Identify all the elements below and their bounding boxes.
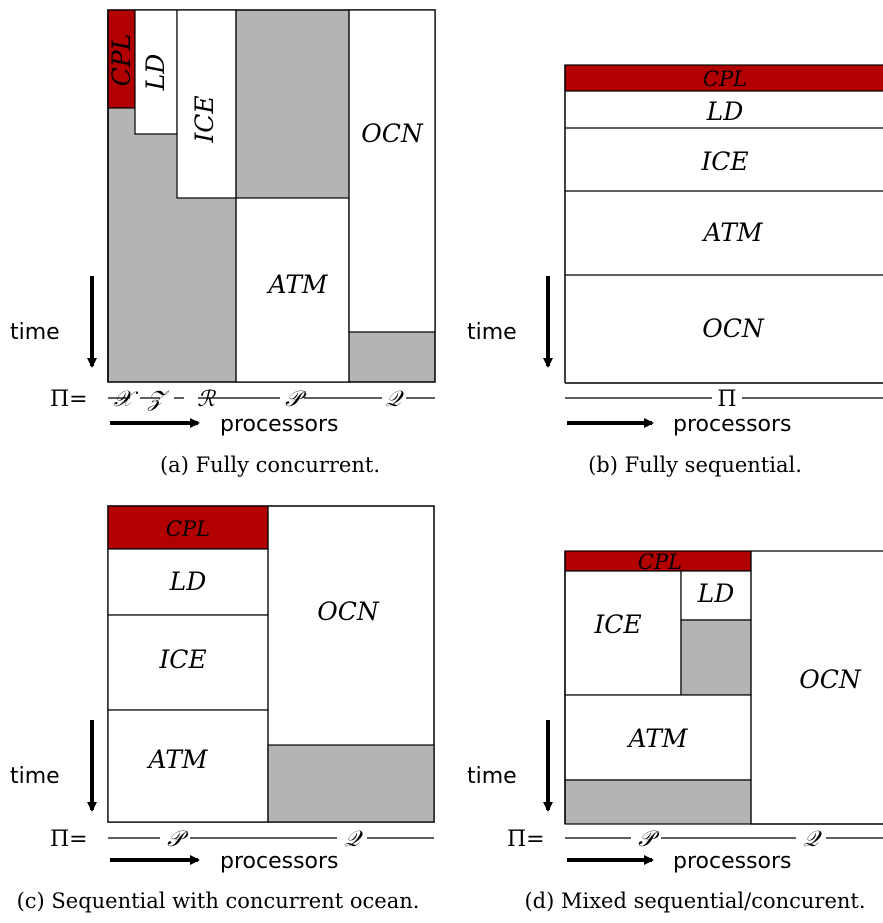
panel-d-caption: (d) Mixed sequential/concurent. — [524, 889, 865, 913]
panel-b-ld-label: LD — [706, 97, 744, 126]
panel-c-processors-label: processors — [220, 849, 339, 874]
panel-c-idle-block — [267, 744, 435, 823]
panel-c-atm-label: ATM — [147, 745, 209, 774]
panel-a: CPL LD ICE ATM OCN time Π= 𝒳 𝒵 ℛ 𝒫 𝒬 pro… — [10, 9, 436, 477]
panel-a-cpl-label: CPL — [107, 34, 136, 87]
panel-d-ocn-label: OCN — [799, 665, 862, 694]
panel-d-atm-label: ATM — [627, 724, 689, 753]
panel-b-processors-label: processors — [673, 412, 792, 437]
panel-a-ice-label: ICE — [190, 95, 219, 143]
panel-c-ocn-label: OCN — [317, 597, 380, 626]
panel-a-ocn-label: OCN — [361, 119, 424, 148]
panel-a-cpl-block — [107, 9, 136, 109]
panel-d-time-label: time — [467, 764, 517, 789]
panel-c-ice-label: ICE — [158, 645, 206, 674]
panel-c-atm-block — [107, 709, 269, 823]
panel-b: CPL LD ICE ATM OCN time Π processors (b)… — [467, 64, 883, 477]
panel-a-processors-label: processors — [220, 412, 339, 437]
panel-b-atm-label: ATM — [702, 218, 764, 247]
panel-c-set-q: 𝒬 — [344, 827, 363, 852]
panel-d-ld-label: LD — [697, 579, 735, 608]
panel-c-ld-block — [107, 548, 269, 616]
panel-d-ld-block — [680, 570, 752, 621]
panel-d-atm-block — [564, 694, 752, 781]
panel-a-time-label: time — [10, 320, 60, 345]
panel-a-set-r: ℛ — [197, 387, 216, 412]
panel-a-atm-label: ATM — [267, 270, 329, 299]
panel-a-ld-block — [134, 9, 178, 135]
panel-c-ice-block — [107, 614, 269, 711]
panel-c-caption: (c) Sequential with concurrent ocean. — [17, 889, 420, 913]
panel-b-time-label: time — [467, 320, 517, 345]
panel-d-pi-label: Π= — [507, 827, 545, 852]
panel-a-pi-label: Π= — [50, 387, 88, 412]
panel-c-time-label: time — [10, 764, 60, 789]
panel-a-ld-label: LD — [141, 54, 170, 92]
panel-b-cpl-label: CPL — [703, 67, 747, 91]
panel-a-set-z: 𝒵 — [147, 387, 170, 412]
panel-c-cpl-block — [107, 505, 269, 550]
panel-c-pi-label: Π= — [50, 827, 88, 852]
panel-c: CPL LD ICE ATM OCN time Π= 𝒫 𝒬 processor… — [10, 505, 435, 913]
panel-d-set-q: 𝒬 — [803, 827, 822, 852]
panel-d-cpl-label: CPL — [638, 550, 682, 574]
panel-c-cpl-label: CPL — [166, 517, 210, 541]
panel-d: CPL ICE LD ATM OCN time Π= 𝒫 𝒬 processor… — [467, 550, 883, 913]
panel-d-ice-block — [564, 570, 682, 696]
panel-a-caption: (a) Fully concurrent. — [160, 453, 380, 477]
panel-d-atm-idle — [564, 779, 752, 825]
panel-b-ocn-label: OCN — [702, 314, 765, 343]
panel-a-set-q: 𝒬 — [385, 387, 404, 412]
panel-b-cpl-block — [564, 64, 883, 92]
panel-a-ice-block — [176, 9, 237, 199]
panel-d-ld-idle — [680, 619, 752, 696]
panel-d-processors-label: processors — [673, 849, 792, 874]
panel-b-caption: (b) Fully sequential. — [588, 453, 802, 477]
panel-a-ocn-block — [348, 9, 436, 333]
panel-a-atm-block — [235, 197, 350, 383]
panel-c-ld-label: LD — [169, 567, 207, 596]
panel-b-ice-label: ICE — [700, 147, 748, 176]
panel-b-pi-label: Π — [717, 387, 736, 412]
panel-d-ice-label: ICE — [593, 610, 641, 639]
